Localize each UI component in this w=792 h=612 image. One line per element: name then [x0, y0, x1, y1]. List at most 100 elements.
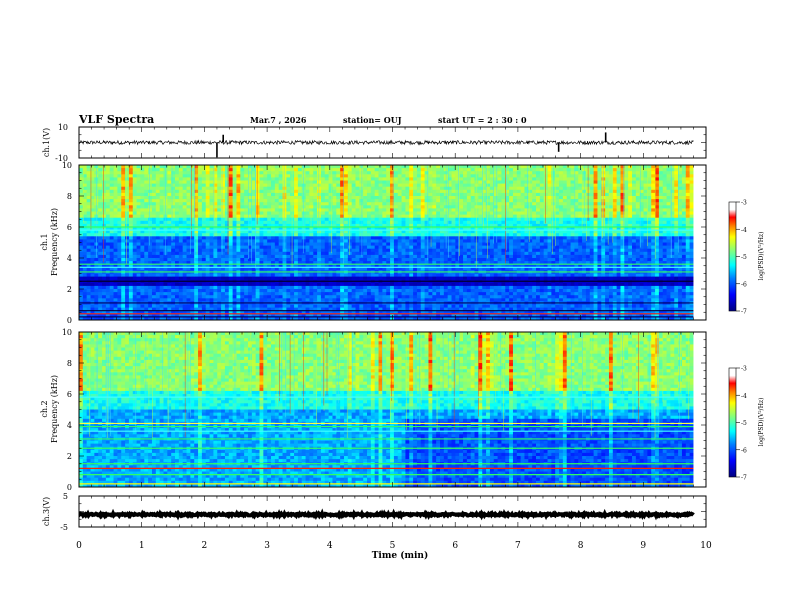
spec-cell: [416, 202, 422, 206]
spec-cell: [201, 282, 207, 287]
spec-cell: [416, 258, 422, 262]
spec-cell: [290, 273, 295, 277]
spec-cell: [194, 261, 199, 265]
spec-cell: [159, 261, 164, 265]
spec-cell: [186, 267, 191, 271]
spec-cell: [359, 267, 364, 271]
spec-cell: [86, 186, 91, 191]
spec-cell: [343, 276, 349, 281]
spec-cell: [413, 273, 418, 277]
spec-cell: [313, 316, 318, 321]
spec-cell: [347, 180, 353, 184]
spec-cell: [305, 313, 310, 318]
spec-cell: [224, 242, 230, 246]
spec-cell: [224, 254, 230, 259]
spec-cell: [401, 295, 406, 299]
spec-cell: [201, 230, 207, 234]
spec-cell: [140, 196, 145, 200]
spec-cell: [86, 177, 91, 181]
spec-cell: [363, 230, 368, 234]
spec-cell: [213, 189, 218, 194]
spec-cell: [271, 289, 276, 293]
spec-cell: [420, 298, 426, 302]
spec-cell: [282, 267, 287, 271]
spec-cell: [370, 217, 376, 222]
spec-cell: [155, 242, 161, 246]
spec-cell: [401, 239, 406, 243]
spec-cell: [340, 186, 345, 191]
spec-cell: [309, 230, 314, 234]
spec-cell: [82, 236, 88, 240]
spec-cell: [267, 264, 272, 268]
spec-cell: [247, 171, 253, 175]
spec-cell: [447, 233, 452, 237]
spec-cell: [386, 214, 391, 219]
spec-cell: [82, 248, 88, 253]
spec-cell: [390, 316, 395, 321]
spec-cell: [117, 214, 122, 219]
spec-cell: [282, 186, 287, 191]
spec-cell: [271, 282, 276, 287]
spec-cell: [378, 186, 383, 191]
spec-cell: [343, 242, 349, 246]
spec-cell: [132, 230, 138, 234]
spec-cell: [286, 214, 291, 219]
spec-cell: [416, 223, 422, 228]
spec-cell: [240, 205, 245, 209]
spec-cell: [378, 307, 383, 312]
spec-cell: [113, 177, 118, 181]
spec-cell: [409, 304, 414, 308]
spec-cell: [294, 227, 299, 231]
spec-cell: [440, 220, 445, 225]
spec-cell: [282, 264, 287, 268]
spec-cell: [171, 211, 176, 215]
spec-cell: [128, 186, 134, 191]
spec-cell: [363, 199, 368, 203]
spec-cell: [317, 199, 322, 203]
spec-cell: [86, 298, 91, 302]
spec-cell: [440, 264, 445, 268]
spec-cell: [355, 313, 360, 318]
spec-cell: [432, 276, 437, 281]
spec-cell: [313, 168, 318, 172]
spec-cell: [274, 211, 280, 215]
spec-cell: [186, 217, 191, 222]
spec-cell: [163, 174, 168, 178]
spec-cell: [378, 220, 383, 225]
spec-cell: [102, 192, 107, 197]
spec-cell: [102, 202, 107, 206]
spec-cell: [251, 248, 257, 253]
spec-cell: [271, 245, 276, 250]
spec-cell: [271, 168, 276, 172]
spec-cell: [424, 211, 429, 215]
spec-cell: [328, 183, 333, 188]
spec-cell: [90, 298, 95, 302]
spec-cell: [401, 214, 406, 219]
spec-cell: [274, 205, 280, 209]
spec-cell: [186, 183, 191, 188]
spec-cell: [151, 233, 157, 237]
spec-cell: [113, 245, 118, 250]
spec-cell: [382, 199, 387, 203]
spec-cell: [428, 220, 433, 225]
spec-cell: [432, 174, 437, 178]
spec-cell: [405, 239, 410, 243]
spec-cell: [163, 227, 168, 231]
spec-cell: [155, 282, 161, 287]
spec-cell: [263, 208, 268, 212]
spec-cell: [171, 316, 176, 321]
spec-cell: [301, 245, 306, 250]
spec-cell: [251, 264, 257, 268]
spec-cell: [363, 168, 368, 172]
spec-cell: [251, 245, 257, 250]
spec-cell: [190, 208, 195, 212]
spec-cell: [324, 267, 330, 271]
spec-cell: [424, 196, 429, 200]
spec-cell: [113, 192, 118, 197]
spec-cell: [409, 239, 414, 243]
spec-cell: [263, 227, 268, 231]
spec-cell: [370, 220, 376, 225]
spec-cell: [132, 264, 138, 268]
spec-cell: [213, 261, 218, 265]
spec-cell: [90, 248, 95, 253]
